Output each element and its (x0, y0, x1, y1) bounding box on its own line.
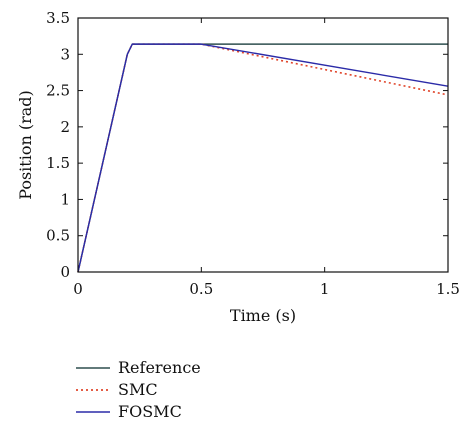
y-tick-label: 0.5 (46, 227, 70, 245)
y-tick-label: 3.5 (46, 9, 70, 27)
y-tick-label: 2 (60, 118, 70, 136)
x-tick-label: 1.5 (436, 280, 460, 298)
y-tick-label: 3 (60, 45, 70, 63)
y-tick-label: 0 (60, 263, 70, 281)
tick-labels: 0 0.5 1 1.5 0 0.5 1 1.5 2 2.5 3 3.5 (46, 9, 460, 298)
series-lines (77, 43, 449, 273)
ticks (77, 17, 449, 273)
series-line-fosmc (77, 43, 449, 273)
x-tick-label: 0 (73, 280, 83, 298)
x-axis-label: Time (s) (230, 306, 296, 325)
legend: Reference SMC FOSMC (76, 358, 201, 421)
x-tick-label: 1 (320, 280, 330, 298)
plot-frame (77, 17, 449, 273)
y-tick-label: 1.5 (46, 154, 70, 172)
legend-label-fosmc: FOSMC (118, 402, 182, 421)
y-axis-label: Position (rad) (16, 90, 35, 200)
x-tick-label: 0.5 (189, 280, 213, 298)
series-line-reference (77, 43, 448, 273)
y-tick-label: 1 (60, 190, 70, 208)
series-line-smc (77, 43, 449, 273)
y-tick-label: 2.5 (46, 82, 70, 100)
legend-label-reference: Reference (118, 358, 201, 377)
legend-label-smc: SMC (118, 380, 158, 399)
